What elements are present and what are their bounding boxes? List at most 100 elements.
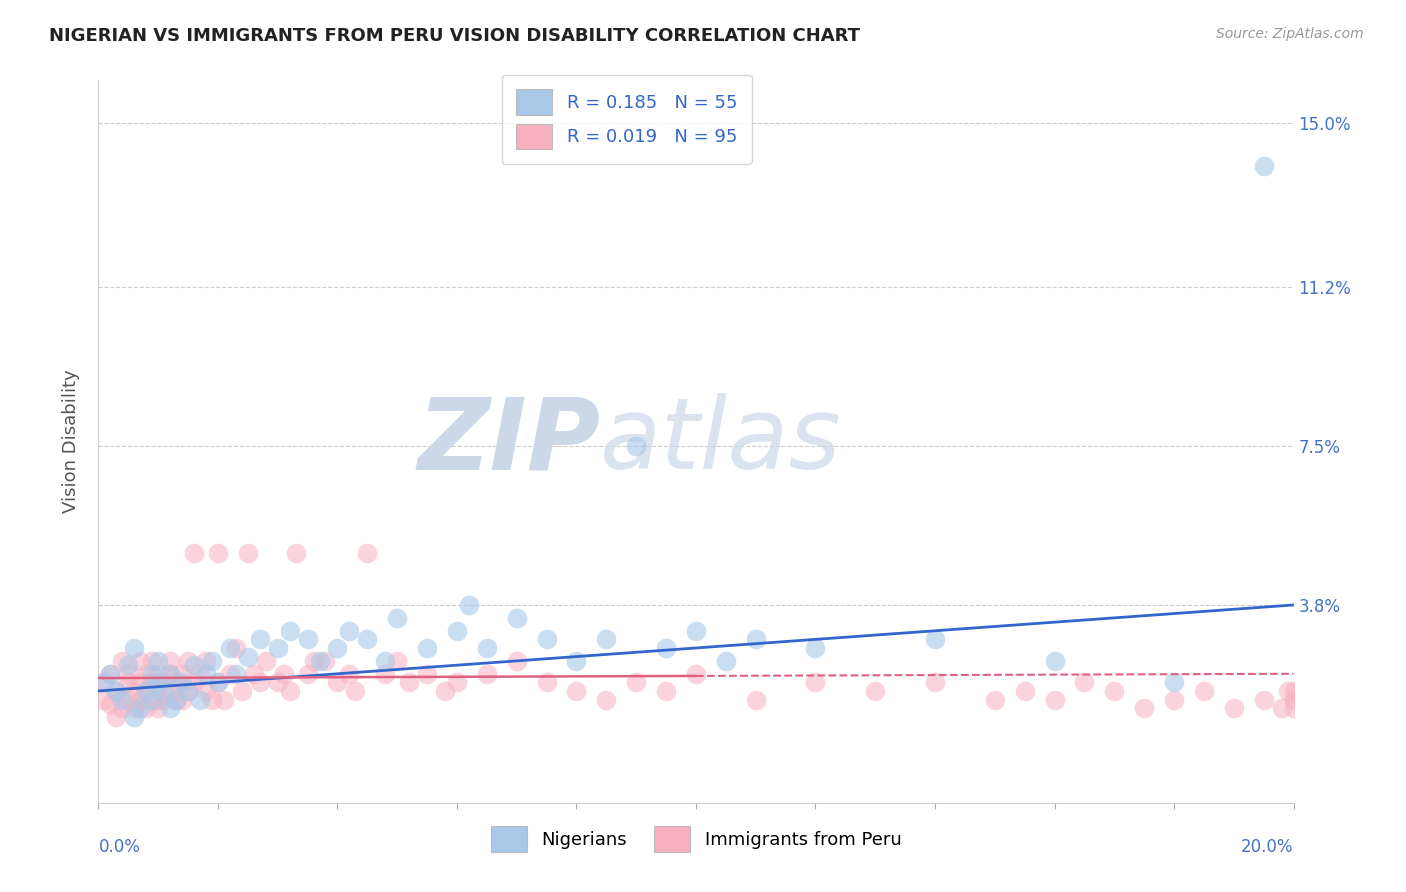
Point xyxy=(165,692,187,706)
Point xyxy=(201,692,224,706)
Point xyxy=(1133,701,1156,715)
Text: atlas: atlas xyxy=(600,393,842,490)
Point xyxy=(159,666,181,681)
Point xyxy=(446,675,468,690)
Point xyxy=(278,684,301,698)
Point xyxy=(344,684,367,698)
Point xyxy=(148,701,170,715)
Point xyxy=(111,654,134,668)
Point xyxy=(273,666,295,681)
Point xyxy=(141,654,163,668)
Point xyxy=(506,654,529,668)
Point xyxy=(183,675,205,690)
Point xyxy=(475,666,498,681)
Point xyxy=(685,666,707,681)
Point xyxy=(188,666,211,681)
Point xyxy=(98,697,122,711)
Point xyxy=(225,666,247,681)
Point xyxy=(172,666,194,681)
Point xyxy=(207,675,229,690)
Point xyxy=(924,675,946,690)
Point xyxy=(159,684,181,698)
Point xyxy=(165,692,187,706)
Point xyxy=(159,666,181,681)
Point xyxy=(745,692,768,706)
Point xyxy=(315,654,337,668)
Point xyxy=(339,666,361,681)
Point xyxy=(236,649,259,664)
Point xyxy=(93,692,115,706)
Point xyxy=(105,684,128,698)
Text: 20.0%: 20.0% xyxy=(1241,838,1294,855)
Point xyxy=(1282,701,1305,715)
Point xyxy=(1282,684,1305,698)
Point xyxy=(148,675,170,690)
Point xyxy=(1223,701,1246,715)
Point xyxy=(153,684,176,698)
Point xyxy=(236,546,259,560)
Point xyxy=(416,640,439,655)
Y-axis label: Vision Disability: Vision Disability xyxy=(62,369,80,514)
Point xyxy=(1014,684,1036,698)
Point xyxy=(159,654,181,668)
Point xyxy=(745,632,768,647)
Point xyxy=(1163,692,1185,706)
Point xyxy=(1271,701,1294,715)
Point xyxy=(177,684,200,698)
Point xyxy=(219,640,242,655)
Point xyxy=(124,710,146,724)
Point xyxy=(1043,692,1066,706)
Point xyxy=(714,654,737,668)
Point xyxy=(434,684,457,698)
Point xyxy=(984,692,1007,706)
Point xyxy=(129,675,152,690)
Point xyxy=(172,692,194,706)
Point xyxy=(924,632,946,647)
Point xyxy=(141,675,163,690)
Point xyxy=(148,692,170,706)
Point xyxy=(374,666,396,681)
Point xyxy=(117,675,139,690)
Point xyxy=(124,684,146,698)
Text: NIGERIAN VS IMMIGRANTS FROM PERU VISION DISABILITY CORRELATION CHART: NIGERIAN VS IMMIGRANTS FROM PERU VISION … xyxy=(49,27,860,45)
Point xyxy=(129,701,152,715)
Point xyxy=(804,675,827,690)
Point xyxy=(129,654,152,668)
Point xyxy=(326,640,349,655)
Point xyxy=(117,658,139,673)
Point xyxy=(254,654,277,668)
Point xyxy=(356,632,378,647)
Point xyxy=(177,684,200,698)
Point xyxy=(565,654,588,668)
Point xyxy=(111,692,134,706)
Point xyxy=(153,675,176,690)
Point xyxy=(93,675,115,690)
Point xyxy=(93,675,115,690)
Point xyxy=(297,632,319,647)
Point xyxy=(188,692,211,706)
Point xyxy=(326,675,349,690)
Point xyxy=(98,666,122,681)
Point xyxy=(1282,692,1305,706)
Point xyxy=(148,666,170,681)
Point xyxy=(595,632,617,647)
Point xyxy=(374,654,396,668)
Point xyxy=(159,701,181,715)
Point xyxy=(141,692,163,706)
Point xyxy=(148,654,170,668)
Point xyxy=(267,675,290,690)
Point xyxy=(356,546,378,560)
Point xyxy=(172,675,194,690)
Point xyxy=(117,666,139,681)
Point xyxy=(231,684,253,698)
Point xyxy=(865,684,887,698)
Point xyxy=(339,624,361,638)
Point xyxy=(201,654,224,668)
Point xyxy=(626,439,648,453)
Point xyxy=(177,654,200,668)
Point xyxy=(249,632,271,647)
Point xyxy=(98,666,122,681)
Point xyxy=(219,666,242,681)
Point xyxy=(536,675,558,690)
Point xyxy=(506,611,529,625)
